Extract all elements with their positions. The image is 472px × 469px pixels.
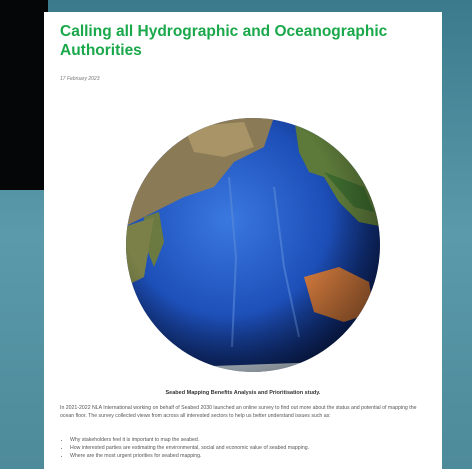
paragraph: In 2021-2022 NLA International working o… [60,404,420,420]
figure-caption: Seabed Mapping Benefits Analysis and Pri… [44,390,442,396]
bullet-list: Why stakeholders feel it is important to… [60,436,430,460]
date: 17 February 2023 [60,76,99,82]
title: Calling all Hydrographic and Oceanograph… [60,22,400,60]
globe-image [124,117,384,377]
page: Calling all Hydrographic and Oceanograph… [0,0,472,469]
background-panel [0,0,48,190]
bullet: Where are the most urgent priorities for… [70,452,430,460]
bullet: How interested parties are estimating th… [70,444,430,452]
article: Calling all Hydrographic and Oceanograph… [44,12,442,469]
bullet: Why stakeholders feel it is important to… [70,436,430,444]
